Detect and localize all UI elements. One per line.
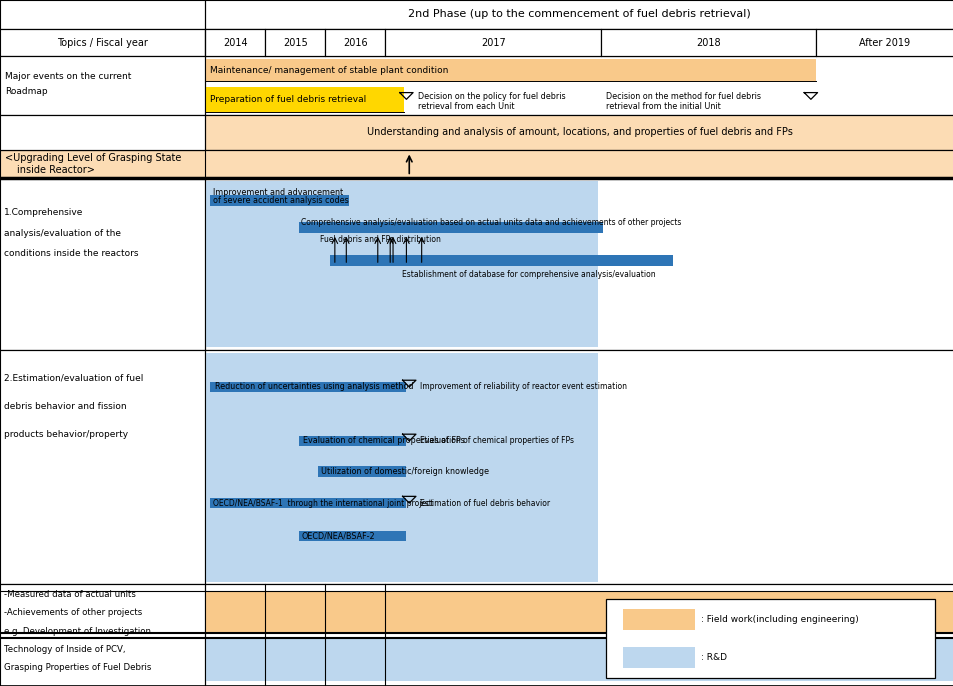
Bar bbox=[0, 150, 953, 178]
Text: : R&D: : R&D bbox=[700, 653, 726, 662]
Text: After 2019: After 2019 bbox=[859, 38, 909, 47]
Bar bbox=[298, 531, 406, 541]
Text: OECD/NEA/BSAF-2: OECD/NEA/BSAF-2 bbox=[301, 532, 375, 541]
Bar bbox=[385, 29, 600, 56]
Text: retrieval from the initial Unit: retrieval from the initial Unit bbox=[605, 102, 720, 110]
Text: Improvement and advancement: Improvement and advancement bbox=[213, 187, 342, 197]
Text: 1.Comprehensive: 1.Comprehensive bbox=[4, 208, 83, 217]
Bar bbox=[205, 638, 953, 681]
Text: Maintenance/ management of stable plant condition: Maintenance/ management of stable plant … bbox=[210, 66, 448, 75]
Text: 2nd Phase (up to the commencement of fuel debris retrieval): 2nd Phase (up to the commencement of fue… bbox=[408, 10, 750, 19]
Text: Topics / Fiscal year: Topics / Fiscal year bbox=[57, 38, 148, 47]
Bar bbox=[0, 178, 953, 350]
Bar bbox=[0, 350, 205, 584]
Text: Comprehensive analysis/evaluation based on actual units data and achievements of: Comprehensive analysis/evaluation based … bbox=[300, 218, 680, 228]
Bar bbox=[205, 181, 598, 347]
Text: -Achievements of other projects: -Achievements of other projects bbox=[4, 608, 142, 617]
Bar bbox=[205, 353, 598, 582]
Text: Technology of Inside of PCV,: Technology of Inside of PCV, bbox=[4, 645, 125, 654]
Text: Understanding and analysis of amount, locations, and properties of fuel debris a: Understanding and analysis of amount, lo… bbox=[366, 128, 792, 137]
Text: 2014: 2014 bbox=[223, 38, 247, 47]
Bar bbox=[0, 350, 953, 584]
Bar bbox=[205, 29, 265, 56]
Bar bbox=[210, 498, 406, 508]
Text: 2016: 2016 bbox=[343, 38, 367, 47]
Bar bbox=[0, 115, 205, 150]
Text: Evaluation of chemical properties of FPs: Evaluation of chemical properties of FPs bbox=[419, 436, 573, 445]
Bar bbox=[622, 609, 694, 630]
Text: of severe accident analysis codes: of severe accident analysis codes bbox=[213, 196, 348, 205]
Text: conditions inside the reactors: conditions inside the reactors bbox=[4, 249, 138, 259]
Text: : Field work(including engineering): : Field work(including engineering) bbox=[700, 615, 858, 624]
Bar bbox=[0, 0, 953, 29]
Text: analysis/evaluation of the: analysis/evaluation of the bbox=[4, 228, 121, 238]
Bar bbox=[0, 29, 953, 56]
Text: Major events on the current: Major events on the current bbox=[5, 73, 131, 82]
Bar bbox=[0, 178, 205, 350]
Bar bbox=[0, 56, 953, 115]
Text: Decision on the policy for fuel debris: Decision on the policy for fuel debris bbox=[417, 92, 565, 101]
Bar bbox=[298, 222, 602, 233]
Bar bbox=[0, 584, 205, 686]
Text: Grasping Properties of Fuel Debris: Grasping Properties of Fuel Debris bbox=[4, 663, 151, 672]
Text: inside Reactor>: inside Reactor> bbox=[17, 165, 95, 176]
Bar bbox=[205, 59, 815, 81]
Bar bbox=[205, 87, 404, 112]
Text: Improvement of reliability of reactor event estimation: Improvement of reliability of reactor ev… bbox=[419, 383, 626, 392]
Bar bbox=[815, 29, 953, 56]
Bar bbox=[210, 195, 349, 206]
Bar bbox=[330, 255, 672, 265]
Bar bbox=[265, 29, 325, 56]
Text: 2015: 2015 bbox=[283, 38, 307, 47]
Bar bbox=[600, 29, 815, 56]
Text: 2018: 2018 bbox=[696, 38, 720, 47]
Bar bbox=[605, 599, 934, 678]
Bar bbox=[0, 115, 953, 150]
Text: products behavior/property: products behavior/property bbox=[4, 430, 128, 439]
Text: OECD/NEA/BSAF-1  through the international joint project: OECD/NEA/BSAF-1 through the internationa… bbox=[213, 499, 433, 508]
Bar bbox=[205, 591, 953, 633]
Text: retrieval from each Unit: retrieval from each Unit bbox=[417, 102, 514, 110]
Text: 2017: 2017 bbox=[480, 38, 505, 47]
Text: Utilization of domestic/foreign knowledge: Utilization of domestic/foreign knowledg… bbox=[320, 467, 488, 476]
Text: Decision on the method for fuel debris: Decision on the method for fuel debris bbox=[605, 92, 760, 101]
Bar bbox=[0, 56, 205, 115]
Bar bbox=[0, 584, 953, 686]
Text: -Measured data of actual units: -Measured data of actual units bbox=[4, 590, 135, 599]
Bar bbox=[210, 382, 406, 392]
Text: <Upgrading Level of Grasping State: <Upgrading Level of Grasping State bbox=[5, 153, 181, 163]
Bar bbox=[622, 647, 694, 668]
Text: Estimation of fuel debris behavior: Estimation of fuel debris behavior bbox=[419, 499, 549, 508]
Text: 2.Estimation/evaluation of fuel: 2.Estimation/evaluation of fuel bbox=[4, 373, 143, 383]
Bar bbox=[325, 29, 385, 56]
Text: e.g. Development of Investigation: e.g. Development of Investigation bbox=[4, 627, 151, 636]
Text: debris behavior and fission: debris behavior and fission bbox=[4, 402, 127, 411]
Text: Fuel debris and FPs distribution: Fuel debris and FPs distribution bbox=[319, 235, 440, 244]
Text: Roadmap: Roadmap bbox=[5, 87, 48, 96]
Bar bbox=[0, 29, 205, 56]
Text: Establishment of database for comprehensive analysis/evaluation: Establishment of database for comprehens… bbox=[401, 270, 655, 279]
Bar bbox=[0, 0, 205, 29]
Text: Reduction of uncertainties using analysis method: Reduction of uncertainties using analysi… bbox=[214, 383, 413, 392]
Bar bbox=[298, 436, 406, 446]
Text: Evaluation of chemical properties of FPs: Evaluation of chemical properties of FPs bbox=[303, 436, 465, 445]
Bar bbox=[317, 466, 406, 477]
Text: Preparation of fuel debris retrieval: Preparation of fuel debris retrieval bbox=[210, 95, 366, 104]
